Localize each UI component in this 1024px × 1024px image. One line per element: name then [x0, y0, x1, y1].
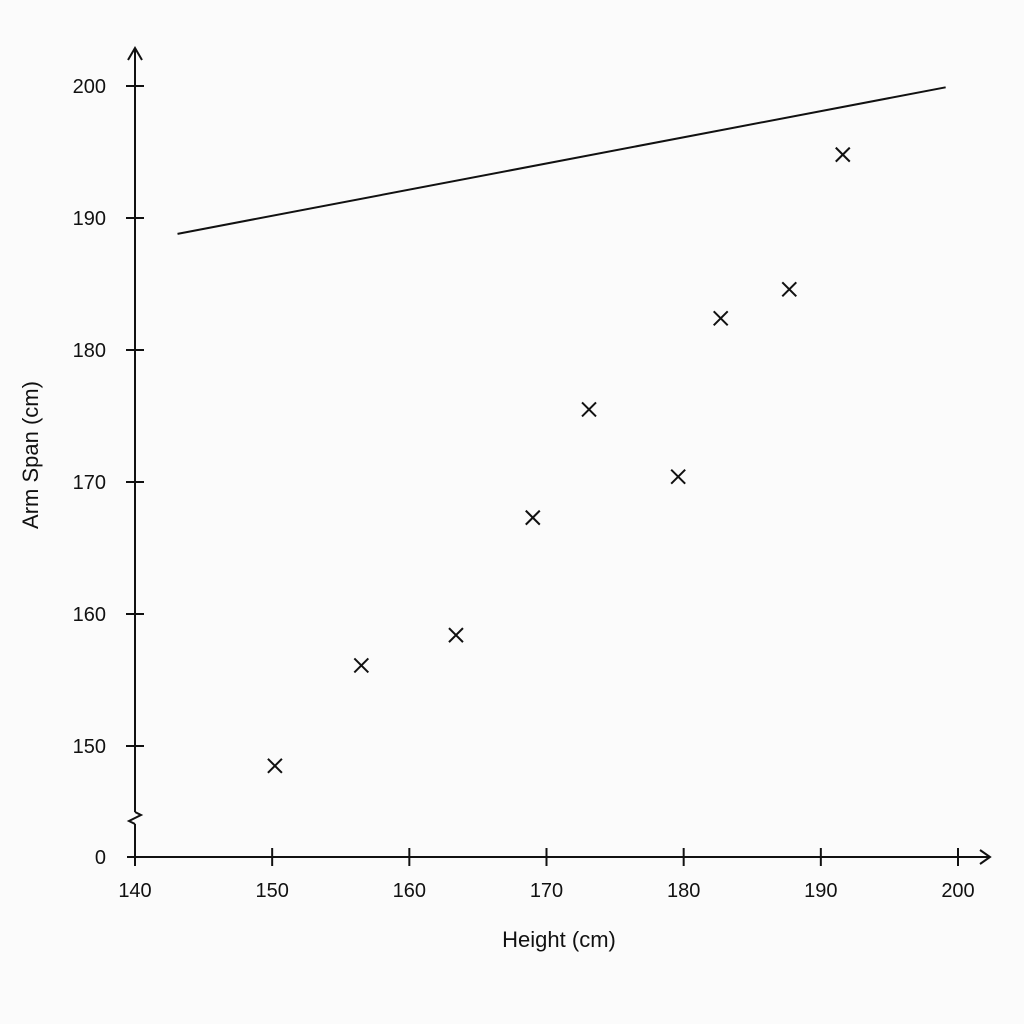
- data-point: [448, 627, 464, 643]
- reference-line: [177, 86, 946, 235]
- axes: [126, 46, 992, 865]
- y-tick-label: 190: [73, 208, 106, 230]
- x-tick-label: 180: [667, 880, 700, 902]
- data-points: [267, 146, 851, 774]
- y-tick-label: 170: [73, 472, 106, 494]
- x-axis-arrow: [979, 849, 992, 865]
- y-axis-arrow: [127, 46, 143, 61]
- data-point: [835, 146, 851, 163]
- y-tick-label: 180: [73, 340, 106, 362]
- data-point: [670, 469, 686, 485]
- y-tick-label: 150: [73, 736, 106, 758]
- y-axis-title: Arm Span (cm): [18, 381, 43, 529]
- data-point: [712, 310, 729, 327]
- data-point: [267, 758, 283, 774]
- x-tick-label: 190: [804, 880, 837, 902]
- x-tick-label: 140: [118, 880, 151, 902]
- x-tick-label: 150: [255, 880, 288, 902]
- y-axis-ticks: 0 150 160 170 180 190 200: [73, 76, 144, 869]
- y-tick-label: 0: [95, 847, 106, 869]
- x-tick-label: 160: [393, 880, 426, 902]
- x-axis-ticks: 140 150 160 170 180 190 200: [118, 848, 975, 902]
- data-point: [525, 509, 541, 526]
- x-axis-title: Height (cm): [502, 927, 616, 952]
- x-tick-label: 170: [530, 880, 563, 902]
- y-tick-label: 200: [73, 76, 106, 98]
- reference-lines: [177, 86, 946, 235]
- x-tick-label: 200: [941, 880, 974, 902]
- y-axis-break: [126, 811, 144, 825]
- data-point: [781, 281, 797, 297]
- y-tick-label: 160: [73, 604, 106, 626]
- data-point: [581, 401, 597, 418]
- data-point: [353, 657, 370, 674]
